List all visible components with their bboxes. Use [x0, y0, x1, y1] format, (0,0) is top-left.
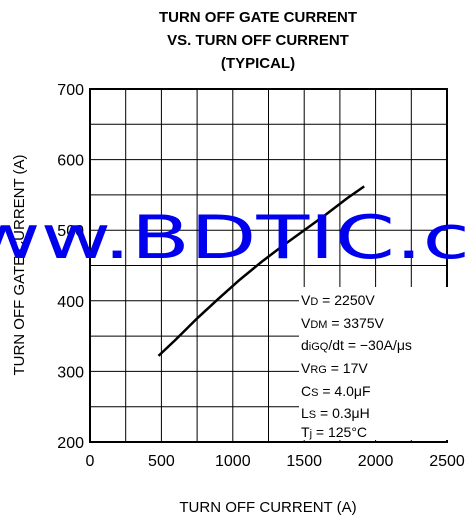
x-tick-labels: 0 500 1000 1500 2000 2500 — [86, 453, 465, 470]
condition-ls: LS = 0.3μH — [301, 405, 370, 421]
x-tick-label: 0 — [86, 453, 95, 470]
y-tick-labels: 200 300 400 500 600 700 — [57, 82, 84, 452]
y-tick-label: 500 — [57, 223, 84, 240]
x-tick-label: 2500 — [429, 453, 465, 470]
x-tick-label: 1000 — [215, 453, 251, 470]
chart-title-line-1: TURN OFF GATE CURRENT — [159, 9, 357, 26]
x-tick-label: 2000 — [358, 453, 394, 470]
y-tick-label: 400 — [57, 294, 84, 311]
y-tick-label: 200 — [57, 435, 84, 452]
series-line — [157, 185, 365, 357]
y-tick-label: 300 — [57, 364, 84, 381]
condition-tj: Tj = 125°C — [301, 424, 367, 440]
condition-vrg: VRG = 17V — [301, 360, 368, 376]
plot-frame — [89, 88, 448, 443]
watermark-text: ww.BDTIC.c — [0, 203, 470, 273]
x-tick-label: 500 — [148, 453, 175, 470]
conditions-background — [299, 287, 449, 440]
y-axis-label: TURN OFF GATE CURRENT (A) — [11, 154, 28, 375]
y-tick-label: 600 — [57, 153, 84, 170]
condition-vdm: VDM = 3375V — [301, 315, 385, 331]
condition-cs: CS = 4.0μF — [301, 383, 371, 399]
x-tick-label: 1500 — [286, 453, 322, 470]
condition-digq-dt: diGQ/dt = −30A/μs — [301, 337, 412, 353]
series-group — [157, 185, 365, 357]
y-tick-label: 700 — [57, 82, 84, 99]
chart-title-line-2: VS. TURN OFF CURRENT — [167, 32, 349, 49]
condition-vd: VD = 2250V — [301, 292, 375, 308]
chart-title-line-3: (TYPICAL) — [221, 55, 295, 72]
conditions-box: VD = 2250V VDM = 3375V diGQ/dt = −30A/μs… — [301, 292, 412, 440]
x-axis-label: TURN OFF CURRENT (A) — [179, 499, 356, 516]
